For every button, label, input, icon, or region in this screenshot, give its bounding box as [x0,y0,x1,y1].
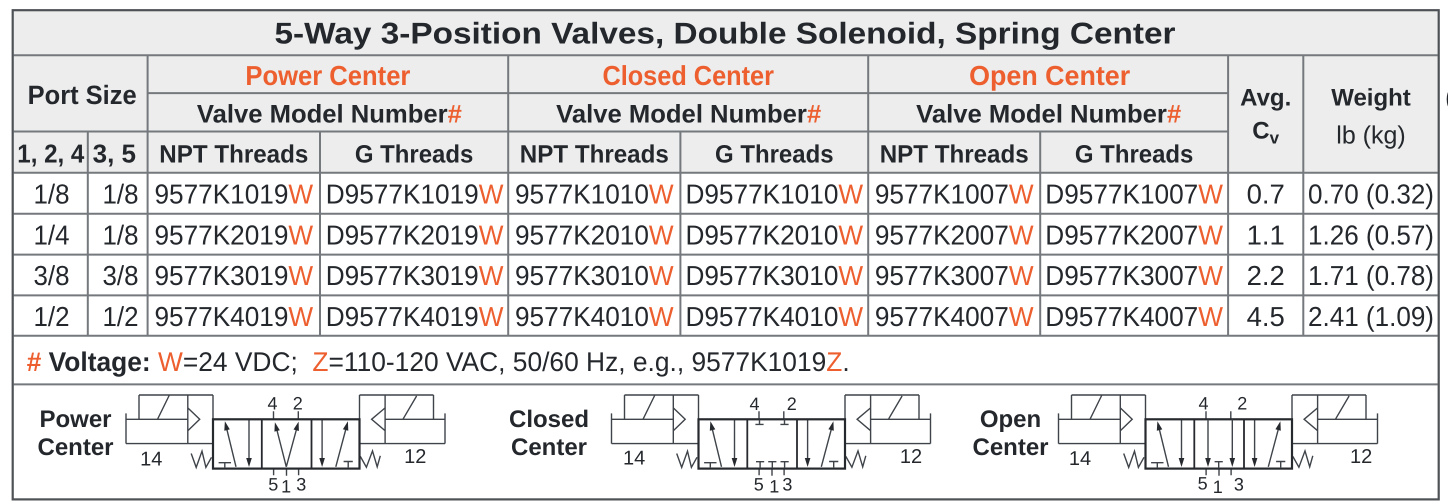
svg-text:Valve Model Number#: Valve Model Number# [197,101,462,129]
svg-text:Power Center: Power Center [245,60,410,91]
svg-text:Port Size: Port Size [28,80,137,110]
svg-text:3: 3 [782,474,792,494]
svg-text:12: 12 [404,446,426,468]
svg-text:1/8: 1/8 [34,179,70,210]
svg-text:4: 4 [1198,394,1208,414]
svg-text:1/8: 1/8 [103,179,139,210]
svg-text:2: 2 [293,394,303,414]
svg-text:5: 5 [268,475,278,495]
svg-text:3: 3 [296,475,306,495]
svg-text:Open: Open [980,406,1041,433]
svg-text:2.2: 2.2 [1247,260,1285,291]
svg-text:1.71 (0.78): 1.71 (0.78) [1308,260,1434,291]
svg-text:0.70 (0.32): 0.70 (0.32) [1308,179,1434,210]
svg-text:1/2: 1/2 [103,301,139,332]
svg-text:2: 2 [787,394,797,414]
svg-text:D9577K4007W: D9577K4007W [1045,301,1223,332]
svg-text:5-Way 3-Position Valves, Doubl: 5-Way 3-Position Valves, Double Solenoid… [275,18,1176,51]
svg-text:4: 4 [267,394,277,414]
svg-text:14: 14 [1069,448,1091,470]
svg-text:D9577K4010W: D9577K4010W [685,301,863,332]
svg-text:9577K2010W: 9577K2010W [515,219,674,250]
svg-text:D9577K1010W: D9577K1010W [685,179,863,210]
svg-text:1: 1 [769,476,779,496]
svg-text:1.26 (0.57): 1.26 (0.57) [1308,219,1434,250]
svg-text:9577K4010W: 9577K4010W [515,301,674,332]
svg-text:(: ( [1446,85,1448,112]
svg-text:lb (kg): lb (kg) [1336,121,1405,149]
svg-text:Valve Model Number#: Valve Model Number# [916,101,1181,129]
svg-text:1: 1 [1213,477,1223,497]
svg-text:Closed: Closed [509,406,589,433]
svg-text:4: 4 [749,394,759,414]
svg-text:D9577K3019W: D9577K3019W [326,260,504,291]
svg-text:12: 12 [900,446,922,468]
svg-text:# Voltage: W=24 VDC; Z=110-12: # Voltage: W=24 VDC; Z=110-120 VAC, 50/6… [27,347,850,377]
svg-text:1: 1 [281,477,291,497]
svg-text:D9577K1019W: D9577K1019W [326,179,504,210]
svg-text:G Threads: G Threads [715,140,834,168]
svg-text:Center: Center [972,434,1048,461]
svg-text:3/8: 3/8 [34,260,70,291]
svg-text:9577K4019W: 9577K4019W [154,301,313,332]
svg-text:2: 2 [1237,394,1247,414]
svg-text:Power: Power [39,406,111,433]
svg-text:D9577K1007W: D9577K1007W [1045,179,1223,210]
svg-text:9577K4007W: 9577K4007W [875,301,1034,332]
svg-text:Weight: Weight [1331,85,1411,112]
svg-text:D9577K3007W: D9577K3007W [1045,260,1223,291]
svg-text:2.41 (1.09): 2.41 (1.09) [1308,301,1434,332]
svg-text:D9577K2019W: D9577K2019W [326,219,504,250]
svg-text:5: 5 [1198,474,1208,494]
svg-text:1.1: 1.1 [1247,219,1285,250]
svg-text:Valve Model Number#: Valve Model Number# [556,101,821,129]
svg-text:Center: Center [511,434,587,461]
svg-text:G Threads: G Threads [355,140,474,168]
svg-text:14: 14 [140,449,162,471]
svg-text:3, 5: 3, 5 [93,138,136,168]
svg-text:D9577K2010W: D9577K2010W [685,219,863,250]
svg-text:Open Center: Open Center [969,60,1130,91]
svg-text:9577K1007W: 9577K1007W [875,179,1034,210]
svg-text:Avg.: Avg. [1240,85,1291,112]
svg-text:1/4: 1/4 [34,219,70,250]
svg-text:9577K2019W: 9577K2019W [154,219,313,250]
svg-text:D9577K4019W: D9577K4019W [326,301,504,332]
svg-text:3/8: 3/8 [103,260,139,291]
svg-text:Closed Center: Closed Center [602,60,774,91]
svg-text:D9577K3010W: D9577K3010W [685,260,863,291]
svg-text:1, 2, 4: 1, 2, 4 [17,138,84,168]
svg-text:9577K1019W: 9577K1019W [154,179,313,210]
svg-text:NPT Threads: NPT Threads [880,140,1029,168]
svg-text:9577K3010W: 9577K3010W [515,260,674,291]
svg-text:D9577K2007W: D9577K2007W [1045,219,1223,250]
svg-text:9577K3007W: 9577K3007W [875,260,1034,291]
svg-text:9577K2007W: 9577K2007W [875,219,1034,250]
svg-text:Center: Center [37,434,113,461]
svg-text:3: 3 [1234,475,1244,495]
svg-text:12: 12 [1350,446,1372,468]
svg-text:1/2: 1/2 [34,301,70,332]
svg-text:9577K3019W: 9577K3019W [154,260,313,291]
svg-text:G Threads: G Threads [1075,140,1194,168]
svg-text:5: 5 [754,474,764,494]
svg-text:NPT Threads: NPT Threads [520,140,669,168]
svg-text:1/8: 1/8 [103,219,139,250]
svg-text:4.5: 4.5 [1247,301,1285,332]
svg-text:9577K1010W: 9577K1010W [515,179,674,210]
svg-text:14: 14 [623,448,645,470]
svg-text:NPT Threads: NPT Threads [159,140,308,168]
svg-text:0.7: 0.7 [1247,179,1285,210]
